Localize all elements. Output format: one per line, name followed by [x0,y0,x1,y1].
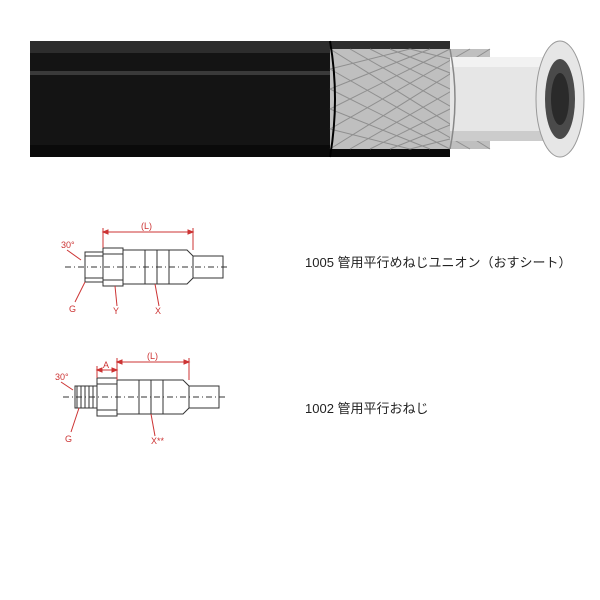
dim-L: (L) [147,351,158,361]
dim-angle: 30° [55,372,69,382]
dim-Y: Y [113,306,119,315]
diagram-caption-1005: 1005 管用平行めねじユニオン（おすシート） [305,252,572,271]
dim-A: A [103,360,109,370]
diagram-caption-1002: 1002 管用平行おねじ [305,398,429,417]
fitting-diagram-1002: (L) A 30° G X** 1002 管用平行おねじ [55,350,575,445]
dim-G: G [69,304,76,314]
fitting-diagram-1005: (L) 30° G Y X 1005 管用平行めねじユニオン（おすシート） [55,220,575,315]
dim-L: (L) [141,221,152,231]
dim-X: X** [151,436,165,445]
dim-X: X [155,306,161,315]
dim-angle: 30° [61,240,75,250]
hose-cutaway-image [30,35,585,163]
dim-G: G [65,434,72,444]
